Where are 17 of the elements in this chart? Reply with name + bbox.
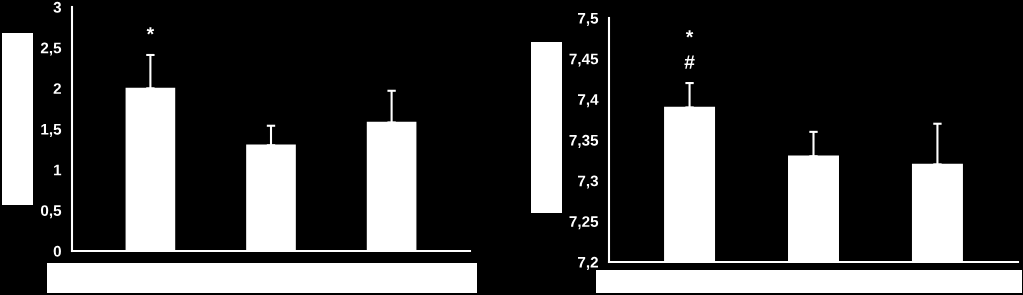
y-tick-label: 1 [54,164,62,176]
y-tick-label: 7,5 [578,13,599,26]
y-tick-label: 0,5 [40,205,62,219]
y-tick-label: 7,3 [578,175,599,189]
y-tick-label: 0 [53,245,61,257]
y-tick-label: 3 [53,1,62,13]
annotation: # [684,55,695,69]
annotation: * [685,30,694,38]
y-tick-label: 7,35 [569,134,599,148]
y-tick-label: 7,45 [569,53,599,67]
y-tick-label: 2 [53,83,61,94]
y-tick-label: 7,4 [578,94,599,108]
y-tick-label: 1,5 [41,124,62,137]
y-tick-label: 7,2 [578,256,598,270]
y-tick-label: 2,5 [40,42,62,56]
annotation: * [146,27,155,35]
y-tick-label: 7,25 [569,216,599,230]
